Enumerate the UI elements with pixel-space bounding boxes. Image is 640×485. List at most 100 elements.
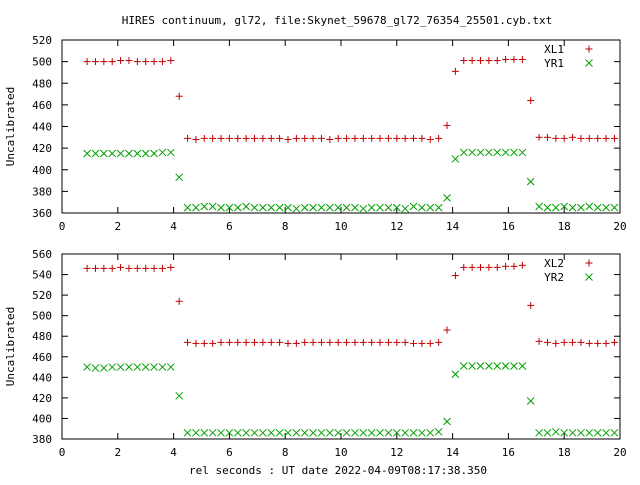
data-point-xl1 bbox=[326, 135, 334, 143]
data-point-yr2 bbox=[577, 428, 585, 437]
data-point-yr2 bbox=[250, 428, 259, 437]
data-point-yr1 bbox=[560, 202, 569, 211]
data-point-xl1 bbox=[569, 133, 577, 141]
data-point-yr1 bbox=[418, 203, 426, 212]
data-point-xl1 bbox=[485, 57, 493, 65]
data-point-yr2 bbox=[217, 428, 225, 437]
series-yr1 bbox=[83, 148, 619, 213]
legend-label-xl1: XL1 bbox=[544, 43, 564, 56]
data-point-xl2 bbox=[83, 264, 91, 272]
data-point-yr1 bbox=[183, 203, 192, 212]
data-point-yr1 bbox=[259, 203, 267, 212]
data-point-yr1 bbox=[476, 148, 485, 157]
data-point-yr1 bbox=[443, 194, 451, 202]
data-point-yr1 bbox=[459, 148, 468, 157]
data-point-yr1 bbox=[376, 203, 384, 212]
data-point-yr2-d2 bbox=[476, 362, 485, 370]
data-point-yr1-d2 bbox=[250, 203, 259, 212]
data-point-yr1 bbox=[158, 148, 167, 157]
data-point-xl2 bbox=[376, 338, 384, 346]
data-point-xl1 bbox=[418, 134, 426, 142]
data-point-xl1 bbox=[443, 121, 451, 129]
data-point-yr1 bbox=[543, 203, 552, 212]
data-point-yr2 bbox=[401, 428, 410, 437]
data-point-xl2 bbox=[426, 339, 434, 347]
data-point-yr2 bbox=[560, 428, 569, 437]
data-point-yr2-d2 bbox=[459, 362, 468, 370]
data-point-yr2-d2 bbox=[91, 364, 100, 372]
data-point-yr1 bbox=[551, 203, 560, 212]
data-point-yr2-d2 bbox=[585, 428, 594, 437]
y-tick-label: 500 bbox=[32, 310, 52, 323]
data-point-yr2 bbox=[99, 364, 108, 372]
data-point-xl1 bbox=[267, 134, 275, 142]
plot-frame bbox=[61, 253, 621, 440]
data-point-xl2 bbox=[133, 264, 141, 272]
data-point-yr1 bbox=[518, 148, 527, 157]
data-point-xl1 bbox=[610, 134, 618, 142]
data-point-yr1 bbox=[242, 202, 250, 211]
data-point-xl1 bbox=[317, 134, 325, 142]
data-point-xl2 bbox=[301, 338, 309, 346]
x-axis-label: rel seconds : UT date 2022-04-09T08:17:3… bbox=[189, 464, 487, 477]
data-point-yr1 bbox=[108, 149, 117, 158]
data-point-xl2 bbox=[259, 338, 267, 346]
data-point-yr1-d2 bbox=[166, 148, 175, 157]
series-xl2 bbox=[83, 261, 618, 347]
data-point-yr1-d2 bbox=[510, 148, 518, 157]
data-point-xl1 bbox=[133, 58, 141, 66]
x-tick-label: 18 bbox=[558, 446, 571, 459]
data-point-yr2-d2 bbox=[518, 362, 527, 370]
data-point-yr2-d2 bbox=[200, 428, 209, 437]
data-point-yr2-d2 bbox=[242, 428, 250, 437]
data-point-yr2-d2 bbox=[275, 428, 284, 437]
y-tick-label: 380 bbox=[32, 433, 52, 446]
data-point-yr1-d2 bbox=[141, 149, 150, 158]
data-point-xl1 bbox=[125, 57, 133, 65]
data-point-yr2-d2 bbox=[309, 428, 317, 437]
data-point-yr2 bbox=[568, 428, 577, 437]
data-point-xl1 bbox=[384, 134, 392, 142]
data-point-yr2 bbox=[284, 428, 292, 437]
data-point-yr2-d2 bbox=[468, 362, 476, 370]
data-point-yr1-d2 bbox=[418, 203, 426, 212]
data-point-xl2 bbox=[535, 337, 543, 345]
data-point-xl2 bbox=[468, 263, 476, 271]
data-point-yr2-d2 bbox=[325, 428, 334, 437]
data-point-yr1-d2 bbox=[476, 148, 485, 157]
y-tick-label: 420 bbox=[32, 392, 52, 405]
data-point-yr2 bbox=[208, 428, 217, 437]
data-point-yr1 bbox=[535, 202, 543, 211]
data-point-yr2-d2 bbox=[116, 363, 125, 371]
x-tick-label: 6 bbox=[226, 220, 233, 233]
data-point-xl2 bbox=[234, 338, 242, 346]
data-point-yr2-d2 bbox=[392, 428, 401, 437]
data-point-yr2 bbox=[367, 428, 376, 437]
data-point-yr2-d2 bbox=[367, 428, 376, 437]
data-point-yr1 bbox=[501, 148, 510, 157]
data-point-yr1 bbox=[342, 203, 351, 212]
data-point-yr1 bbox=[359, 204, 368, 213]
data-point-xl1 bbox=[543, 133, 551, 141]
y-tick-label: 400 bbox=[32, 412, 52, 425]
x-tick-label: 4 bbox=[170, 220, 177, 233]
x-tick-label: 10 bbox=[334, 220, 347, 233]
data-point-yr2-d2 bbox=[183, 428, 192, 437]
data-point-yr1 bbox=[568, 203, 577, 212]
data-point-yr1-d2 bbox=[284, 203, 292, 212]
y-axis-label: Uncalibrated bbox=[4, 87, 17, 166]
data-point-yr2-d2 bbox=[351, 428, 359, 437]
data-point-yr2-d2 bbox=[501, 362, 510, 370]
data-point-xl1 bbox=[150, 58, 158, 66]
data-point-yr2 bbox=[459, 362, 468, 370]
data-point-yr2 bbox=[418, 428, 426, 437]
data-point-yr2-d2 bbox=[593, 428, 602, 437]
data-point-xl2 bbox=[451, 272, 459, 280]
y-tick-label: 460 bbox=[32, 99, 52, 112]
data-point-yr2-d2 bbox=[225, 428, 234, 437]
data-point-yr1 bbox=[166, 148, 175, 157]
data-point-yr2 bbox=[309, 428, 317, 437]
data-point-yr2 bbox=[116, 363, 125, 371]
x-tick-label: 0 bbox=[59, 446, 66, 459]
x-tick-label: 20 bbox=[613, 220, 626, 233]
